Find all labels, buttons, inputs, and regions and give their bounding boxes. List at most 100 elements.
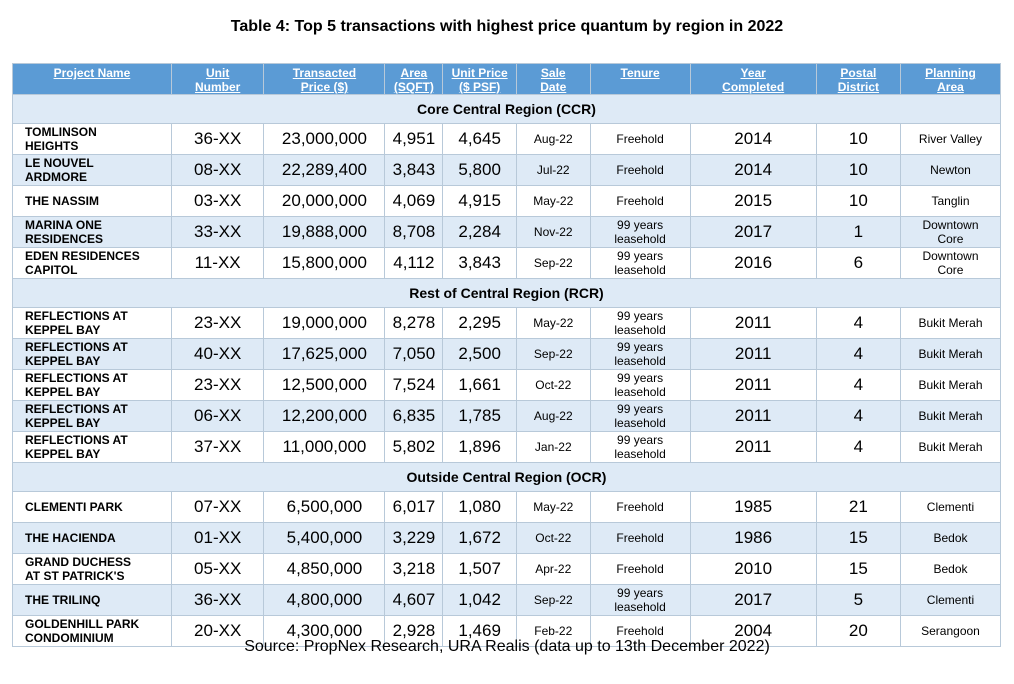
cell-unit: 33-XX: [170, 216, 265, 248]
table-row: REFLECTIONS AT KEPPEL BAY 23-XX 12,500,000 7…: [12, 369, 1002, 401]
cell-text: Bukit Merah: [918, 316, 983, 330]
cell-price: 12,200,000: [263, 400, 386, 432]
cell-planning: Bukit Merah: [899, 431, 1002, 463]
cell-year: 2014: [689, 123, 817, 155]
cell-year: 2011: [689, 307, 817, 339]
cell-tenure: 99 years leasehold: [589, 216, 691, 248]
cell-area: 3,229: [384, 522, 444, 554]
cell-text: REFLECTIONS AT: [25, 309, 128, 323]
cell-text: 99 years: [617, 586, 664, 600]
cell-text: THE TRILINQ: [25, 593, 101, 607]
cell-text: KEPPEL BAY: [25, 323, 101, 337]
cell-area: 4,607: [384, 584, 444, 616]
cell-district: 21: [815, 491, 901, 523]
cell-text: Bedok: [933, 562, 968, 576]
col-header-price: Transacted Price ($): [263, 63, 386, 95]
table-row: GOLDENHILL PARK CONDOMINIUM 20-XX 4,300,000…: [12, 615, 1002, 647]
cell-text: leasehold: [614, 263, 666, 277]
cell-district: 4: [815, 369, 901, 401]
cell-date: May-22: [515, 491, 591, 523]
cell-year: 1985: [689, 491, 817, 523]
cell-text: CLEMENTI PARK: [25, 500, 123, 514]
cell-price: 6,500,000: [263, 491, 386, 523]
cell-text: Core: [937, 232, 964, 246]
cell-year: 2011: [689, 338, 817, 370]
table-row: THE TRILINQ 36-XX 4,800,000 4,607 1,042 Sep-2…: [12, 584, 1002, 616]
cell-text: Clementi: [926, 500, 975, 514]
col-header-text: Completed: [722, 80, 785, 94]
cell-district: 1: [815, 216, 901, 248]
cell-text: Bukit Merah: [918, 440, 983, 454]
cell-area: 4,069: [384, 185, 444, 217]
cell-date: Apr-22: [515, 553, 591, 585]
cell-date: Sep-22: [515, 584, 591, 616]
cell-text: Freehold: [616, 562, 664, 576]
table-row: THE NASSIM 03-XX 20,000,000 4,069 4,915 May-2…: [12, 185, 1002, 217]
col-header-text: Price ($): [300, 80, 349, 94]
cell-tenure: Freehold: [589, 185, 691, 217]
col-header-date: Sale Date: [515, 63, 591, 95]
cell-price: 17,625,000: [263, 338, 386, 370]
cell-text: Newton: [930, 163, 971, 177]
cell-text: REFLECTIONS AT: [25, 402, 128, 416]
cell-planning: Bukit Merah: [899, 307, 1002, 339]
table-row: REFLECTIONS AT KEPPEL BAY 23-XX 19,000,000 8…: [12, 307, 1002, 339]
cell-tenure: 99 years leasehold: [589, 400, 691, 432]
cell-unit: 06-XX: [170, 400, 265, 432]
cell-unit: 37-XX: [170, 431, 265, 463]
cell-text: River Valley: [918, 132, 983, 146]
cell-text: KEPPEL BAY: [25, 385, 101, 399]
cell-date: Oct-22: [515, 522, 591, 554]
col-header-text: Area: [937, 80, 964, 94]
col-header-text: District: [837, 80, 880, 94]
table-row: TOMLINSON HEIGHTS 36-XX 23,000,000 4,951 4,64…: [12, 123, 1002, 155]
cell-tenure: Freehold: [589, 615, 691, 647]
cell-date: Aug-22: [515, 123, 591, 155]
cell-tenure: Freehold: [589, 522, 691, 554]
table-row: CLEMENTI PARK 07-XX 6,500,000 6,017 1,080 May…: [12, 491, 1002, 523]
cell-price: 19,000,000: [263, 307, 386, 339]
cell-year: 1986: [689, 522, 817, 554]
cell-psf: 1,042: [442, 584, 517, 616]
cell-project: THE TRILINQ: [12, 584, 172, 616]
cell-date: Sep-22: [515, 338, 591, 370]
cell-text: CONDOMINIUM: [25, 631, 114, 645]
cell-planning: Clementi: [899, 584, 1002, 616]
cell-unit: 23-XX: [170, 307, 265, 339]
cell-area: 3,218: [384, 553, 444, 585]
cell-year: 2017: [689, 216, 817, 248]
col-header-area: Area (SQFT): [384, 63, 444, 95]
cell-district: 20: [815, 615, 901, 647]
cell-text: LE NOUVEL: [25, 156, 94, 170]
cell-text: leasehold: [614, 323, 666, 337]
cell-text: Downtown: [922, 249, 979, 263]
cell-price: 4,850,000: [263, 553, 386, 585]
col-header-district: Postal District: [815, 63, 901, 95]
region-name: Core Central Region (CCR): [12, 94, 1001, 124]
cell-area: 5,802: [384, 431, 444, 463]
cell-text: KEPPEL BAY: [25, 447, 101, 461]
cell-text: Freehold: [616, 194, 664, 208]
cell-unit: 07-XX: [170, 491, 265, 523]
cell-price: 4,800,000: [263, 584, 386, 616]
cell-text: Freehold: [616, 624, 664, 638]
cell-planning: Downtown Core: [899, 247, 1002, 279]
cell-text: 99 years: [617, 249, 664, 263]
transactions-table: Project Name Unit Number Transacted Price ($…: [12, 63, 1002, 647]
cell-psf: 1,896: [442, 431, 517, 463]
cell-year: 2014: [689, 154, 817, 186]
col-header-text: Tenure: [620, 66, 660, 80]
cell-price: 5,400,000: [263, 522, 386, 554]
cell-planning: River Valley: [899, 123, 1002, 155]
cell-area: 7,050: [384, 338, 444, 370]
cell-text: leasehold: [614, 447, 666, 461]
cell-year: 2011: [689, 431, 817, 463]
cell-project: GOLDENHILL PARK CONDOMINIUM: [12, 615, 172, 647]
col-header-year: Year Completed: [689, 63, 817, 95]
cell-text: Bukit Merah: [918, 347, 983, 361]
cell-psf: 1,672: [442, 522, 517, 554]
cell-text: CAPITOL: [25, 263, 78, 277]
cell-district: 10: [815, 123, 901, 155]
cell-area: 4,951: [384, 123, 444, 155]
cell-district: 15: [815, 553, 901, 585]
